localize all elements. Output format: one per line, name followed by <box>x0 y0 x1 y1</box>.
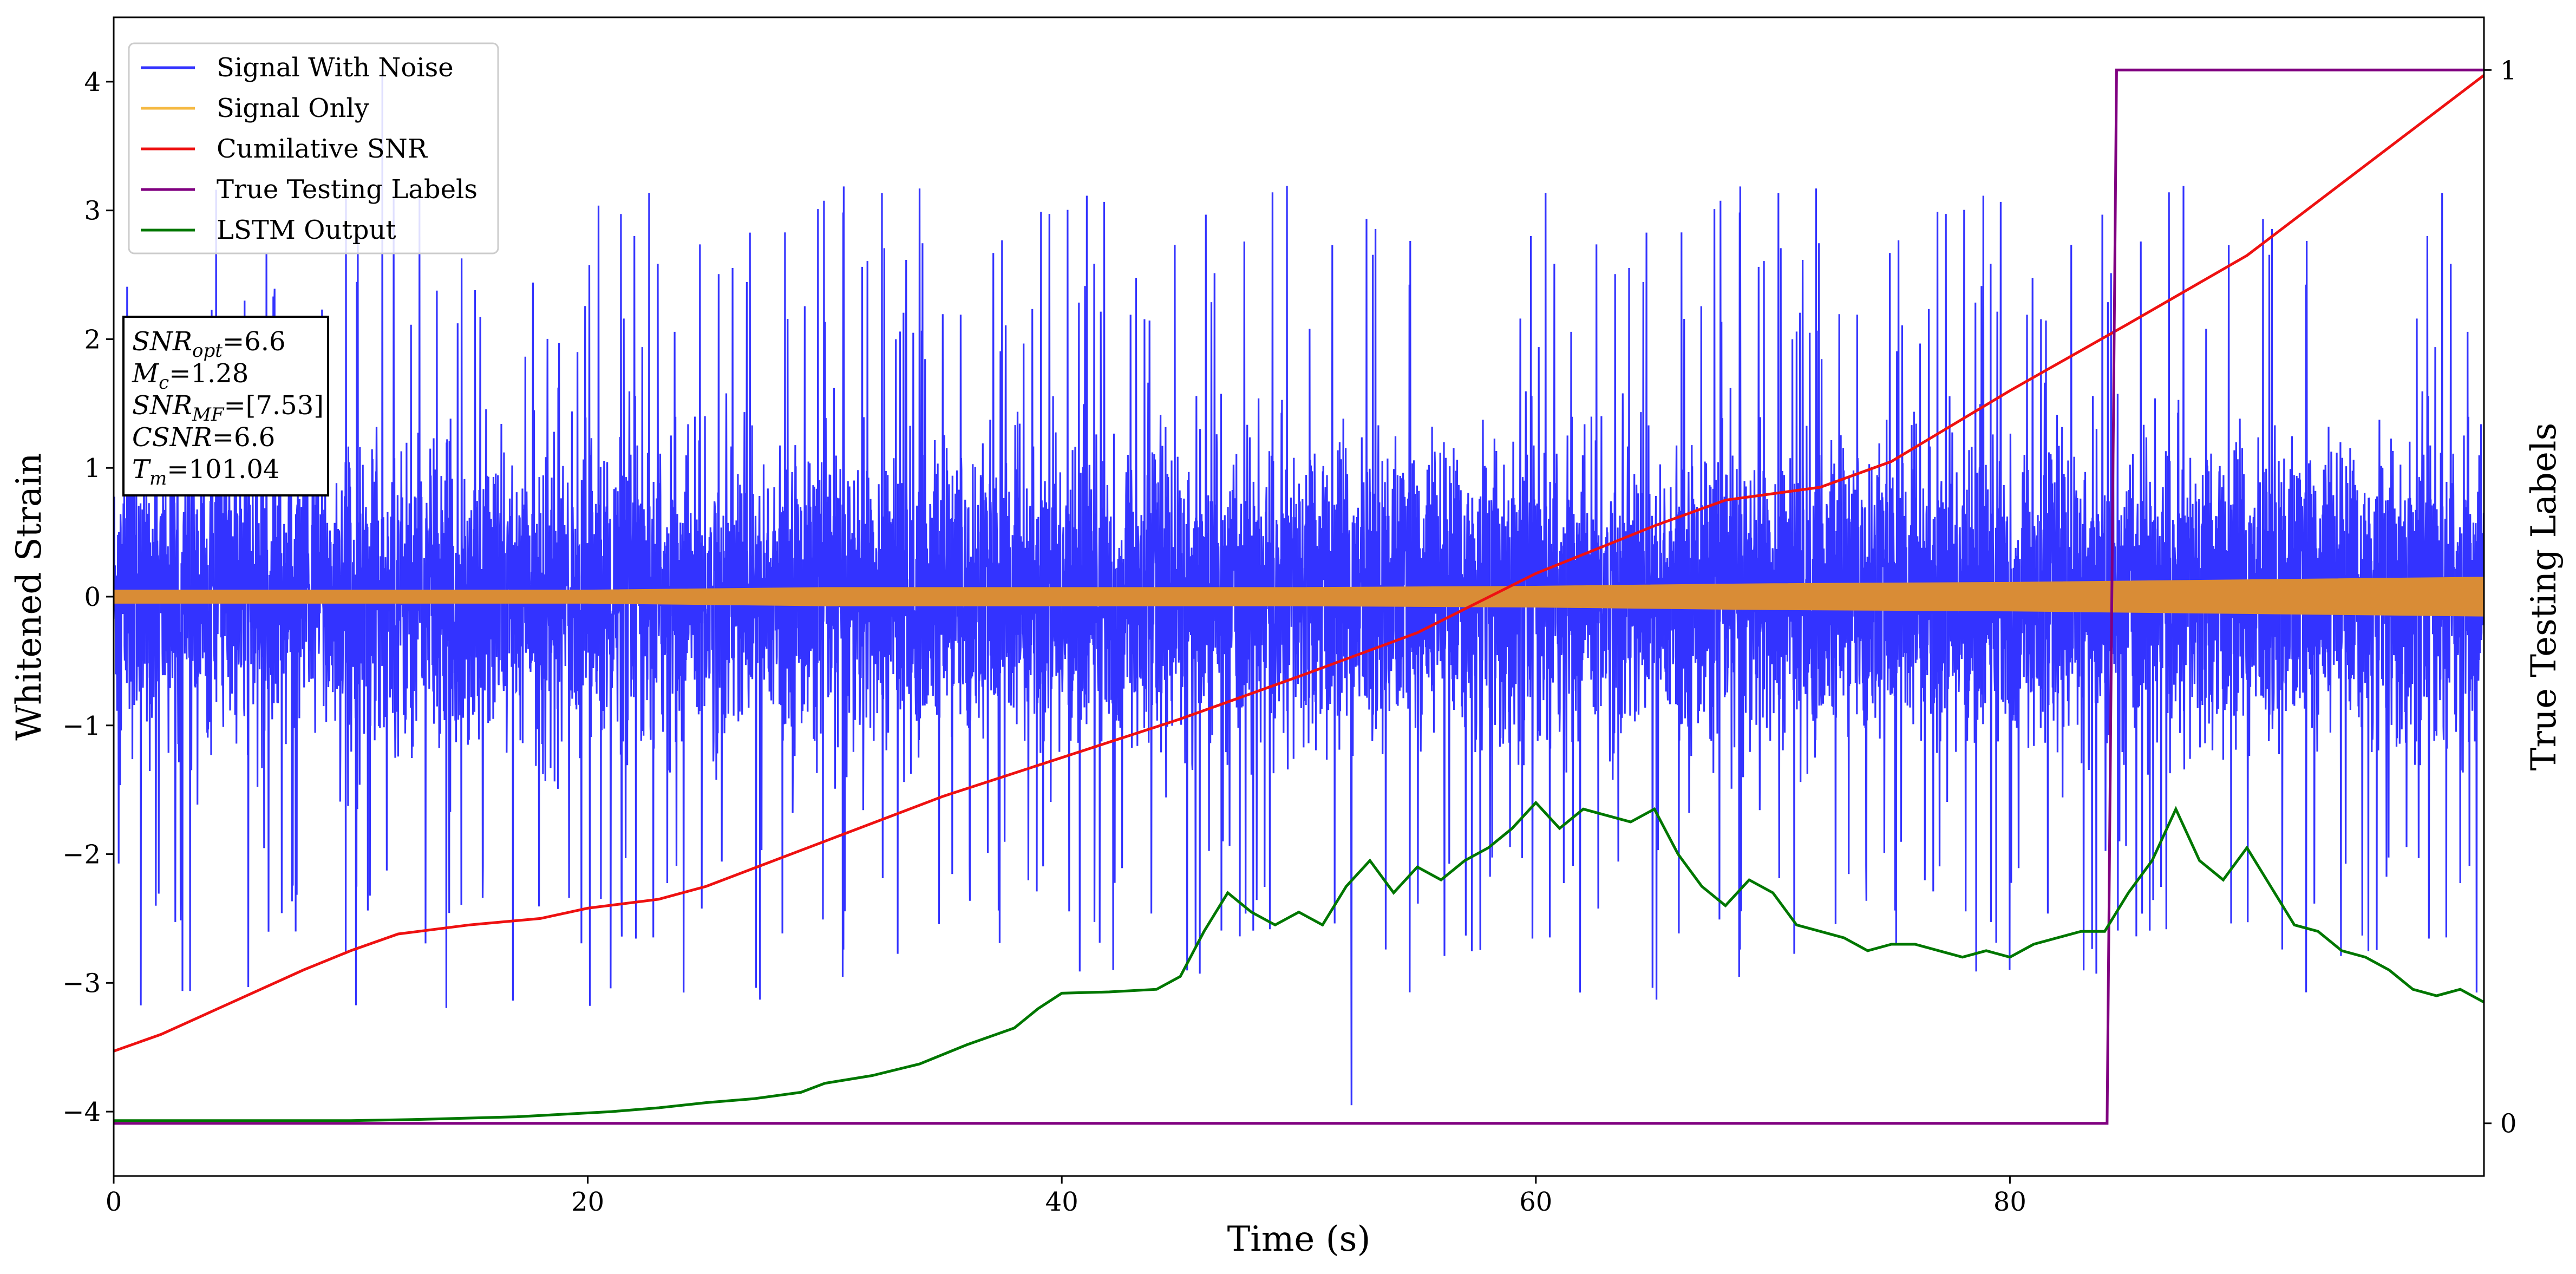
info-line-0: SNRopt=6.6 <box>132 326 286 362</box>
x-tick-label-0: 0 <box>106 1187 122 1217</box>
legend: Signal With Noise Signal Only Cumilative S… <box>128 42 499 254</box>
plot-area <box>114 68 2484 1125</box>
y-tick-label-2: −2 <box>62 840 101 870</box>
info-line-1: Mc=1.28 <box>132 358 249 394</box>
y-tick-label-8: 4 <box>84 67 101 97</box>
y2-axis-label: True Testing Labels <box>2524 423 2564 771</box>
y-tick-label-4: 0 <box>84 582 101 612</box>
signal-with-noise-line <box>114 69 2484 1106</box>
x-tick-label-4: 80 <box>1993 1187 2026 1217</box>
true-testing-labels-line <box>114 68 2484 1125</box>
y-tick-label-0: −4 <box>62 1097 101 1127</box>
x-axis-label: Time (s) <box>1227 1219 1371 1259</box>
info-line-3: CSNR=6.6 <box>132 422 275 453</box>
y-tick-label-3: −1 <box>62 711 101 741</box>
x-tick-label-1: 20 <box>571 1187 604 1217</box>
y-axis-label: Whitened Strain <box>9 453 49 740</box>
y2-tick-label-0: 0 <box>2500 1109 2517 1139</box>
lstm-output-line <box>114 800 2484 1122</box>
info-box-frame <box>122 316 329 496</box>
info-line-4: Tm=101.04 <box>132 454 279 489</box>
cumilative-snr-line <box>114 74 2484 1053</box>
y-axis: −4 −3 −2 −1 0 1 2 3 4 <box>62 67 114 1127</box>
y2-axis: 01 <box>2484 55 2517 1139</box>
signal-only-line <box>114 577 2484 617</box>
x-tick-label-3: 60 <box>1519 1187 1552 1217</box>
legend-label-signal-with-noise: Signal With Noise <box>217 53 454 83</box>
legend-frame <box>128 42 499 254</box>
x-axis: 0 20 40 60 80 <box>106 1176 2026 1217</box>
x-tick-label-2: 40 <box>1045 1187 1078 1217</box>
y-tick-label-1: −3 <box>62 968 101 998</box>
legend-label-cumilative-snr: Cumilative SNR <box>217 134 428 164</box>
y-tick-label-7: 3 <box>84 196 101 226</box>
y-tick-label-5: 1 <box>84 453 101 484</box>
legend-label-true-testing-labels: True Testing Labels <box>217 174 478 205</box>
y2-tick-label-1: 1 <box>2500 55 2517 86</box>
y-tick-label-6: 2 <box>84 324 101 355</box>
legend-label-lstm-output: LSTM Output <box>217 215 396 245</box>
info-box: SNRopt=6.6Mc=1.28SNRMF=[7.53]CSNR=6.6Tm=… <box>122 316 329 496</box>
info-line-2: SNRMF=[7.53] <box>132 390 324 426</box>
legend-label-signal-only: Signal Only <box>217 93 369 123</box>
